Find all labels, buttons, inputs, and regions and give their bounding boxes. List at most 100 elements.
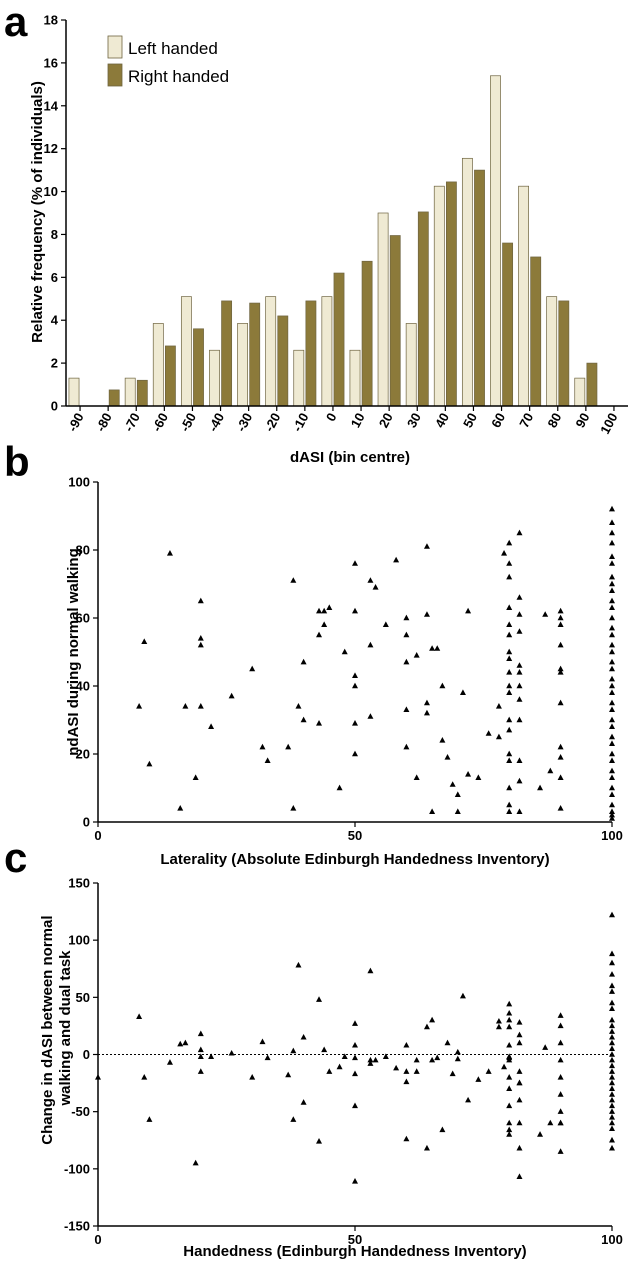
x-tick-label-a: 0: [323, 410, 340, 423]
scatter-point: [228, 692, 235, 699]
scatter-point: [316, 720, 323, 726]
scatter-point: [609, 573, 615, 580]
scatter-point: [609, 808, 615, 814]
scatter-point: [506, 621, 513, 627]
panel-letter-c: c: [4, 834, 27, 881]
scatter-point: [609, 1068, 615, 1074]
scatter-point: [300, 716, 307, 723]
scatter-point: [609, 1045, 615, 1051]
scatter-point: [177, 805, 184, 811]
scatter-point: [316, 631, 323, 638]
scatter-point: [506, 1073, 513, 1080]
scatter-point: [609, 1022, 615, 1029]
scatter-point: [352, 1054, 358, 1061]
scatter-point: [182, 703, 189, 709]
scatter-point: [542, 611, 549, 617]
bar-left-handed: [209, 349, 220, 407]
scatter-point: [506, 716, 513, 723]
scatter-point: [341, 648, 348, 655]
y-tick-label-a: 16: [44, 55, 58, 70]
scatter-point: [382, 1053, 389, 1059]
scatter-point: [557, 607, 564, 614]
scatter-point: [609, 716, 615, 723]
scatter-point: [434, 1054, 441, 1061]
scatter-point: [352, 607, 358, 614]
y-tick-label-a: 14: [44, 98, 59, 113]
scatter-point: [136, 1013, 143, 1019]
scatter-point: [609, 740, 615, 746]
scatter-point: [557, 774, 564, 780]
scatter-point: [557, 669, 564, 675]
scatter-point: [367, 1060, 374, 1066]
x-tick-label: 50: [348, 828, 362, 843]
scatter-point: [557, 1039, 564, 1046]
scatter-point: [537, 784, 544, 791]
scatter-point: [459, 992, 466, 999]
scatter-point: [609, 648, 615, 655]
scatter-point: [95, 1073, 101, 1080]
scatter-point: [423, 1023, 430, 1030]
scatter-panel-b: b 0 20 40 60 80 100 0 50 100 Laterality (Absolut…: [4, 438, 623, 868]
y-tick-label: 0: [83, 815, 90, 830]
scatter-point: [367, 641, 374, 648]
y-tick-label-a: 8: [51, 227, 58, 242]
scatter-point: [609, 529, 615, 536]
bar-left-handed: [546, 296, 558, 407]
scatter-point: [609, 1125, 615, 1132]
scatter-point: [506, 604, 513, 610]
scatter-point: [609, 675, 615, 682]
scatter-point: [557, 665, 564, 672]
scatter-point: [609, 1113, 615, 1120]
bar-left-handed: [265, 296, 277, 407]
scatter-point: [316, 1137, 323, 1144]
scatter-point: [413, 1056, 420, 1063]
scatter-point: [367, 713, 374, 719]
bar-right-handed: [446, 181, 457, 407]
scatter-point: [429, 1016, 436, 1023]
scatter-point: [382, 621, 389, 627]
scatter-point: [454, 808, 461, 814]
y-axis-title-c-line-2: walking and dual task: [57, 950, 74, 1107]
scatter-point: [444, 754, 451, 760]
y-tick-label-a: 2: [51, 356, 58, 371]
scatter-point: [516, 682, 523, 689]
scatter-point: [501, 550, 508, 556]
scatter-point: [609, 1079, 615, 1086]
scatter-point: [557, 1022, 564, 1029]
bar-left-handed: [152, 323, 164, 407]
scatter-point: [264, 1054, 271, 1061]
scatter-point: [372, 1056, 379, 1063]
x-tick-label-a: -70: [121, 410, 143, 434]
x-tick-label-a: 80: [544, 410, 564, 430]
bar-right-handed: [108, 389, 120, 407]
scatter-point: [516, 1079, 523, 1086]
scatter-point: [352, 1178, 358, 1184]
scatter-point: [506, 669, 513, 675]
scatter-point: [609, 982, 615, 989]
scatter-point: [609, 750, 615, 757]
x-tick-label-a: 40: [432, 410, 452, 430]
scatter-point: [557, 754, 564, 760]
scatter-point: [506, 1023, 513, 1030]
axes-b: 0 20 40 60 80 100 0 50 100: [68, 475, 623, 844]
x-tick-label: 50: [348, 1232, 362, 1247]
scatter-point: [367, 577, 374, 583]
scatter-point: [506, 1131, 513, 1137]
scatter-point: [290, 1047, 297, 1054]
bar-left-handed: [433, 185, 445, 407]
y-tick-label: 100: [68, 475, 90, 490]
scatter-point: [516, 611, 523, 617]
scatter-point: [285, 1071, 292, 1078]
scatter-point: [403, 658, 410, 665]
scatter-point: [429, 645, 436, 651]
axes-c: -150 -100 -50 0 50 100 150 0 50 100: [64, 876, 623, 1248]
scatter-point: [166, 1059, 173, 1065]
y-tick-label: -150: [64, 1219, 90, 1234]
scatter-point: [197, 1030, 204, 1037]
scatter-point: [259, 743, 266, 750]
y-tick-label-a: 6: [51, 270, 58, 285]
scatter-point: [506, 648, 513, 655]
scatter-point: [609, 1144, 615, 1151]
scatter-points-c: [95, 911, 615, 1184]
scatter-point: [501, 1063, 508, 1070]
